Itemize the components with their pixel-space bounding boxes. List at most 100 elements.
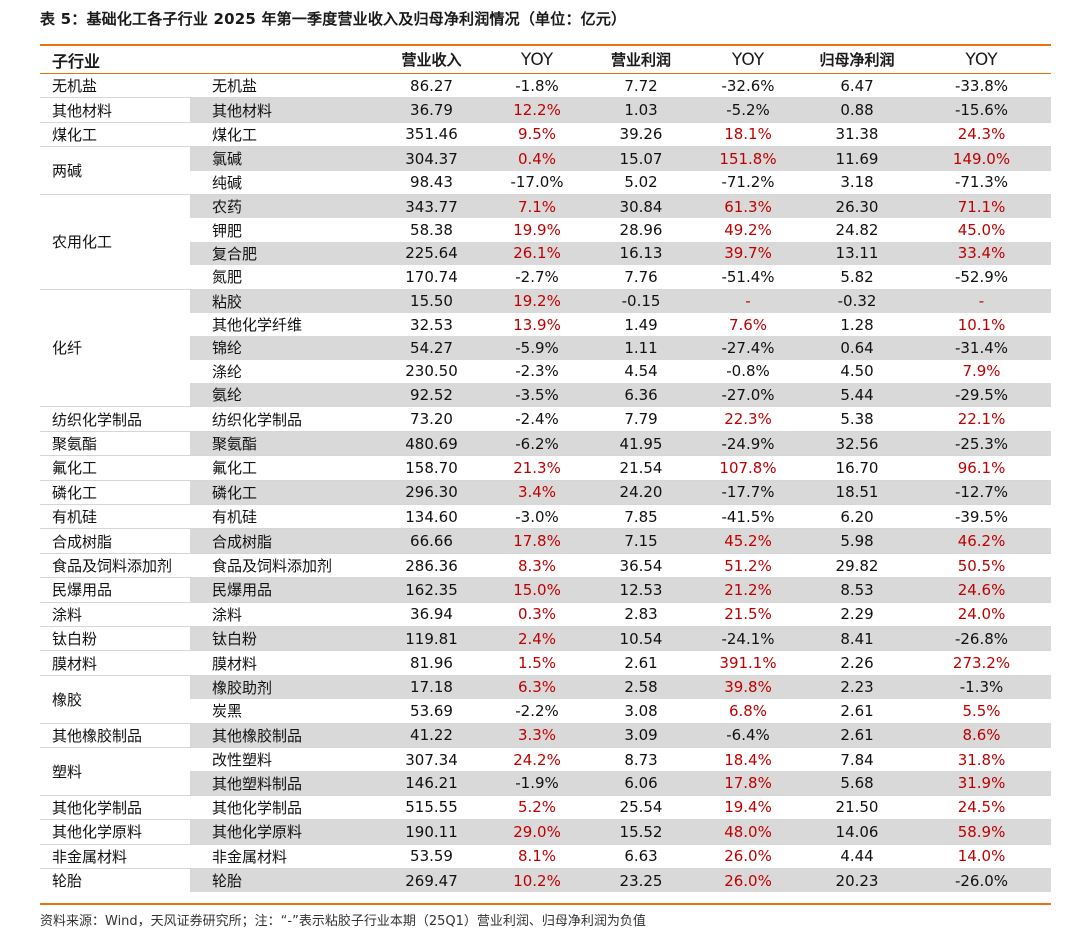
revenue-cell: 53.59	[377, 843, 487, 869]
op-profit-yoy-cell: -41.5%	[694, 504, 803, 529]
sub-industry-cell: 其他化学原料	[190, 819, 378, 844]
op-profit-yoy-cell: 61.3%	[694, 193, 803, 219]
table-row: 炭黑 53.69 -2.2% 3.08 6.8% 2.61 5.5%	[40, 699, 1051, 723]
net-profit-cell: 3.18	[840, 173, 874, 192]
net-profit-yoy-cell: -29.5%	[912, 383, 1052, 407]
op-profit-cell: 3.09	[588, 722, 695, 748]
sub-industry-cell: 氯碱	[190, 146, 378, 171]
sub-industry-cell: 磷化工	[190, 479, 378, 505]
table-row: 涂料 涂料 36.94 0.3% 2.83 21.5% 2.29 24.0%	[40, 601, 1052, 627]
revenue-cell: 190.11	[377, 819, 487, 844]
sub-industry-cell: 钛白粉	[190, 625, 378, 651]
table-row: 其他橡胶制品 其他橡胶制品 41.22 3.3% 3.09 -6.4% 2.61 8.6%	[40, 722, 1052, 748]
revenue-cell: 307.34	[377, 746, 487, 772]
revenue-cell: 480.69	[377, 430, 487, 456]
net-profit-cell: 20.23	[802, 867, 913, 893]
industry-group: 膜材料	[40, 650, 190, 676]
revenue-cell: 36.94	[377, 601, 487, 627]
revenue-cell: 36.79	[377, 97, 487, 123]
table-title: 表 5：基础化工各子行业 2025 年第一季度营业收入及归母净利润情况（单位：亿…	[40, 10, 627, 28]
net-profit-cell: 2.61	[840, 701, 874, 720]
industry-group: 塑料	[40, 746, 190, 796]
op-profit-cell: 2.83	[588, 601, 695, 627]
table-row: 纺织化学制品 纺织化学制品 73.20 -2.4% 7.79 22.3% 5.38 22.1%	[40, 406, 1052, 432]
op-profit-yoy-cell: 51.2%	[694, 552, 803, 578]
revenue-cell: 351.46	[377, 121, 487, 147]
op-profit-cell: 1.49	[624, 315, 658, 334]
revenue-yoy-cell: 19.9%	[513, 221, 561, 240]
op-profit-yoy-cell: 26.0%	[694, 843, 803, 869]
revenue-cell: 86.27	[410, 76, 453, 95]
op-profit-cell: 41.95	[588, 430, 695, 456]
net-profit-cell: 1.28	[840, 315, 874, 334]
net-profit-yoy-cell: -52.9%	[954, 267, 1009, 286]
sub-industry-cell: 其他材料	[190, 97, 378, 123]
net-profit-cell: 31.38	[802, 121, 913, 147]
net-profit-cell: 4.44	[802, 843, 913, 869]
net-profit-yoy-cell: 149.0%	[912, 146, 1052, 171]
revenue-cell: 515.55	[377, 794, 487, 820]
sub-industry-cell: 农药	[190, 193, 378, 219]
net-profit-cell: 4.50	[840, 362, 874, 381]
net-profit-yoy-cell: 24.5%	[912, 794, 1052, 820]
sub-industry-cell: 涂料	[190, 601, 378, 627]
op-profit-cell: 7.79	[588, 406, 695, 432]
revenue-yoy-cell: -1.9%	[486, 771, 589, 796]
net-profit-cell: 18.51	[802, 479, 913, 505]
op-profit-cell: 28.96	[619, 221, 663, 240]
revenue-yoy-cell: -5.9%	[486, 336, 589, 360]
revenue-yoy-cell: -1.8%	[515, 76, 559, 95]
revenue-yoy-cell: -2.2%	[515, 701, 559, 720]
table-row: 聚氨酯 聚氨酯 480.69 -6.2% 41.95 -24.9% 32.56 -25.3%	[40, 430, 1052, 456]
industry-group: 聚氨酯	[40, 430, 190, 456]
revenue-cell: 98.43	[410, 173, 453, 192]
net-profit-yoy-cell: -1.3%	[912, 674, 1052, 700]
revenue-yoy-cell: 17.8%	[486, 528, 589, 554]
sub-industry-cell: 钾肥	[212, 221, 243, 240]
op-profit-cell: 24.20	[588, 479, 695, 505]
industry-group: 合成树脂	[40, 528, 190, 554]
op-profit-yoy-cell: 48.0%	[694, 819, 803, 844]
op-profit-cell: -0.15	[588, 288, 695, 313]
table-row: 磷化工 磷化工 296.30 3.4% 24.20 -17.7% 18.51 -12.7%	[40, 479, 1052, 505]
table-row: 食品及饲料添加剂 食品及饲料添加剂 286.36 8.3% 36.54 51.2% 29.8…	[40, 552, 1052, 578]
net-profit-yoy-cell: -12.7%	[912, 479, 1052, 505]
industry-group: 其他化学制品	[40, 794, 190, 820]
net-profit-cell: 5.38	[802, 406, 913, 432]
op-profit-yoy-cell: -71.2%	[721, 173, 775, 192]
op-profit-cell: 7.76	[624, 267, 658, 286]
industry-group: 涂料	[40, 601, 190, 627]
revenue-yoy-cell: -3.5%	[486, 383, 589, 407]
op-profit-yoy-cell: -32.6%	[721, 76, 775, 95]
op-profit-yoy-cell: 22.3%	[694, 406, 803, 432]
op-profit-cell: 16.13	[588, 241, 695, 266]
op-profit-yoy-cell: -0.8%	[726, 362, 770, 381]
net-profit-cell: 32.56	[802, 430, 913, 456]
net-profit-cell: 7.84	[802, 746, 913, 772]
sub-industry-cell: 粘胶	[190, 288, 378, 313]
table-row: 纯碱 98.43 -17.0% 5.02 -71.2% 3.18 -71.3%	[40, 171, 1051, 195]
table-row: 农用化工 农药 343.77 7.1% 30.84 61.3% 26.30 71.1%	[40, 193, 1052, 290]
table-row: 其他塑料制品 146.21 -1.9% 6.06 17.8% 5.68 31.9%	[40, 771, 1052, 796]
table-row: 其他材料 其他材料 36.79 12.2% 1.03 -5.2% 0.88 -15.6%	[40, 97, 1052, 123]
col-header-net-profit-yoy: YOY	[912, 46, 1052, 74]
net-profit-cell: 5.82	[840, 267, 874, 286]
net-profit-yoy-cell: -31.4%	[912, 336, 1052, 360]
op-profit-yoy-cell: -17.7%	[694, 479, 803, 505]
op-profit-cell: 7.85	[588, 504, 695, 529]
revenue-yoy-cell: 5.2%	[486, 794, 589, 820]
net-profit-cell: 8.41	[802, 625, 913, 651]
op-profit-cell: 23.25	[588, 867, 695, 893]
table-row: 其他化学纤维 32.53 13.9% 1.49 7.6% 1.28 10.1%	[40, 313, 1051, 336]
net-profit-yoy-cell: -26.8%	[912, 625, 1052, 651]
op-profit-yoy-cell: 21.2%	[694, 577, 803, 603]
table-row: 氮肥 170.74 -2.7% 7.76 -51.4% 5.82 -52.9%	[40, 265, 1051, 289]
sub-industry-cell: 氟化工	[190, 455, 378, 481]
op-profit-yoy-cell: 7.6%	[728, 315, 768, 334]
sub-industry-cell: 非金属材料	[190, 843, 378, 869]
op-profit-yoy-cell: 49.2%	[724, 221, 772, 240]
table-row: 民爆用品 民爆用品 162.35 15.0% 12.53 21.2% 8.53 24.6%	[40, 577, 1052, 603]
net-profit-yoy-cell: 14.0%	[912, 843, 1052, 869]
industry-group: 民爆用品	[40, 577, 190, 603]
revenue-cell: 296.30	[377, 479, 487, 505]
